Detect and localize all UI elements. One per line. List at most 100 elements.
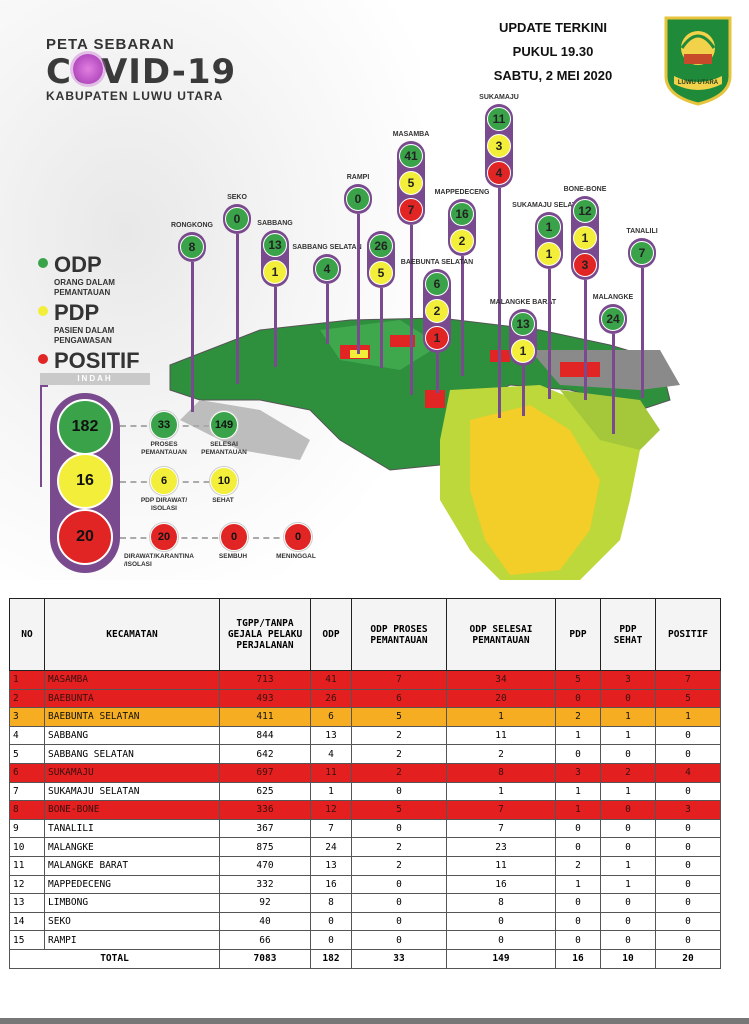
positif-sembuh-label: SEMBUH (218, 553, 248, 560)
table-cell: 0 (310, 911, 352, 932)
pin-stem (460, 256, 464, 376)
pin-label: TANALILI (626, 228, 658, 235)
table-row: 2 BAEBUNTA 493 26 6 20 0 0 5 (9, 688, 721, 709)
table-cell: 14 (9, 911, 45, 932)
table-cell: 11 (9, 855, 45, 876)
total-label: TOTAL (9, 948, 220, 969)
table-cell: 0 (655, 911, 721, 932)
table-cell: 40 (219, 911, 311, 932)
table-row: 3 BAEBUNTA SELATAN 411 6 5 1 2 1 1 (9, 707, 721, 727)
table-cell: 0 (600, 800, 656, 820)
map-pin: MASAMBA 41 5 7 (393, 131, 429, 395)
table-cell: 0 (555, 930, 601, 950)
table-cell: 0 (446, 930, 556, 950)
pin-pdp-value: 1 (537, 242, 561, 266)
pin-body: 12 1 3 (571, 196, 599, 280)
pdp-sehat-label: SEHAT (212, 497, 234, 504)
pin-label: SABBANG SELATAN (292, 244, 362, 251)
table-cell: 20 (446, 688, 556, 709)
table-cell: 0 (655, 744, 721, 764)
pin-stem (356, 214, 360, 354)
table-cell: 2 (351, 837, 447, 857)
table-cell: 1 (600, 781, 656, 802)
positif-meninggal-circle: 0 (284, 523, 312, 551)
pin-odp-value: 4 (315, 257, 339, 281)
table-cell: MASAMBA (44, 670, 220, 690)
table-cell: 1 (446, 781, 556, 802)
legend-odp-sub2: PEMANTAUAN (54, 288, 111, 297)
pin-label: RONGKONG (171, 222, 213, 229)
total-cell: 182 (310, 948, 352, 969)
table-cell: 713 (219, 670, 311, 690)
table-cell: RAMPI (44, 930, 220, 950)
table-cell: 411 (219, 707, 311, 727)
table-row: 6 SUKAMAJU 697 11 2 8 3 2 4 (9, 762, 721, 783)
pin-label: MAPPEDECENG (434, 189, 490, 196)
table-cell: 0 (555, 837, 601, 857)
table-cell: 15 (9, 930, 45, 950)
table-header-row: NO KECAMATAN TGPP/TANPA GEJALA PELAKU PE… (9, 598, 721, 671)
legend: ODP ORANG DALAM PEMANTAUAN PDP PASIEN DA… (38, 252, 198, 374)
pin-pdp-value: 5 (399, 171, 423, 195)
pin-body: 6 2 1 (423, 269, 451, 353)
table-row: 11 MALANGKE BARAT 470 13 2 11 2 1 0 (9, 855, 721, 876)
map-pin: SUKAMAJU 11 3 4 (479, 94, 519, 418)
col-kecamatan: KECAMATAN (44, 598, 220, 671)
legend-pdp-title: PDP (54, 300, 100, 325)
table-cell: 0 (655, 874, 721, 895)
table-cell: 367 (219, 818, 311, 839)
table-cell: 1 (446, 707, 556, 727)
pin-pdp-value: 2 (425, 299, 449, 323)
legend-positif: POSITIF (38, 348, 198, 374)
table-cell: 0 (655, 930, 721, 950)
pin-odp-value: 11 (487, 107, 511, 131)
odp-selesai-label: SELESAI PEMANTAUAN (201, 441, 247, 456)
table-cell: 0 (446, 911, 556, 932)
col-odp-proses: ODP PROSES PEMANTAUAN (351, 598, 447, 671)
table-cell: 11 (446, 725, 556, 746)
table-cell: 0 (555, 744, 601, 764)
table-row: 7 SUKAMAJU SELATAN 625 1 0 1 1 1 0 (9, 781, 721, 802)
table-cell: TANALILI (44, 818, 220, 839)
pin-stem (611, 334, 615, 434)
table-cell: 0 (555, 893, 601, 913)
pin-body: 7 (628, 238, 656, 268)
table-cell: 0 (555, 911, 601, 932)
col-odp: ODP (310, 598, 352, 671)
map-pin: SABBANG 13 1 (257, 220, 293, 367)
table-cell: 10 (9, 837, 45, 857)
table-cell: 2 (351, 744, 447, 764)
table-cell: 4 (655, 762, 721, 783)
pin-stem (190, 262, 194, 412)
table-cell: 0 (655, 781, 721, 802)
col-pdp: PDP (555, 598, 601, 671)
odp-proses-circle: 33 (150, 411, 178, 439)
pin-stem (235, 234, 239, 384)
table-cell: BAEBUNTA (44, 688, 220, 709)
table-cell: 0 (655, 837, 721, 857)
table-cell: 5 (351, 800, 447, 820)
pin-label: MASAMBA (392, 131, 430, 138)
title-kabupaten: KABUPATEN LUWU UTARA (46, 89, 224, 103)
map-pin: TANALILI 7 (626, 228, 658, 398)
table-cell: 0 (351, 930, 447, 950)
table-cell: 1 (555, 725, 601, 746)
map-pin: RAMPI 0 (344, 174, 372, 354)
table-cell: 844 (219, 725, 311, 746)
pin-odp-value: 24 (601, 307, 625, 331)
map-pin: SEKO 0 (223, 194, 251, 384)
pin-body: 4 (313, 254, 341, 284)
map-pin: BAEBUNTA SELATAN 6 2 1 (401, 259, 473, 393)
table-cell: 0 (600, 818, 656, 839)
table-cell: MALANGKE BARAT (44, 855, 220, 876)
pin-body: 41 5 7 (397, 141, 425, 225)
bottom-bar (0, 1018, 749, 1024)
table-cell: 0 (351, 874, 447, 895)
table-cell: 7 (446, 818, 556, 839)
pin-odp-value: 6 (425, 272, 449, 296)
table-row: 13 LIMBONG 92 8 0 8 0 0 0 (9, 893, 721, 913)
table-cell: 6 (9, 762, 45, 783)
table-cell: MAPPEDECENG (44, 874, 220, 895)
table-cell: 0 (655, 725, 721, 746)
table-cell: 1 (555, 800, 601, 820)
